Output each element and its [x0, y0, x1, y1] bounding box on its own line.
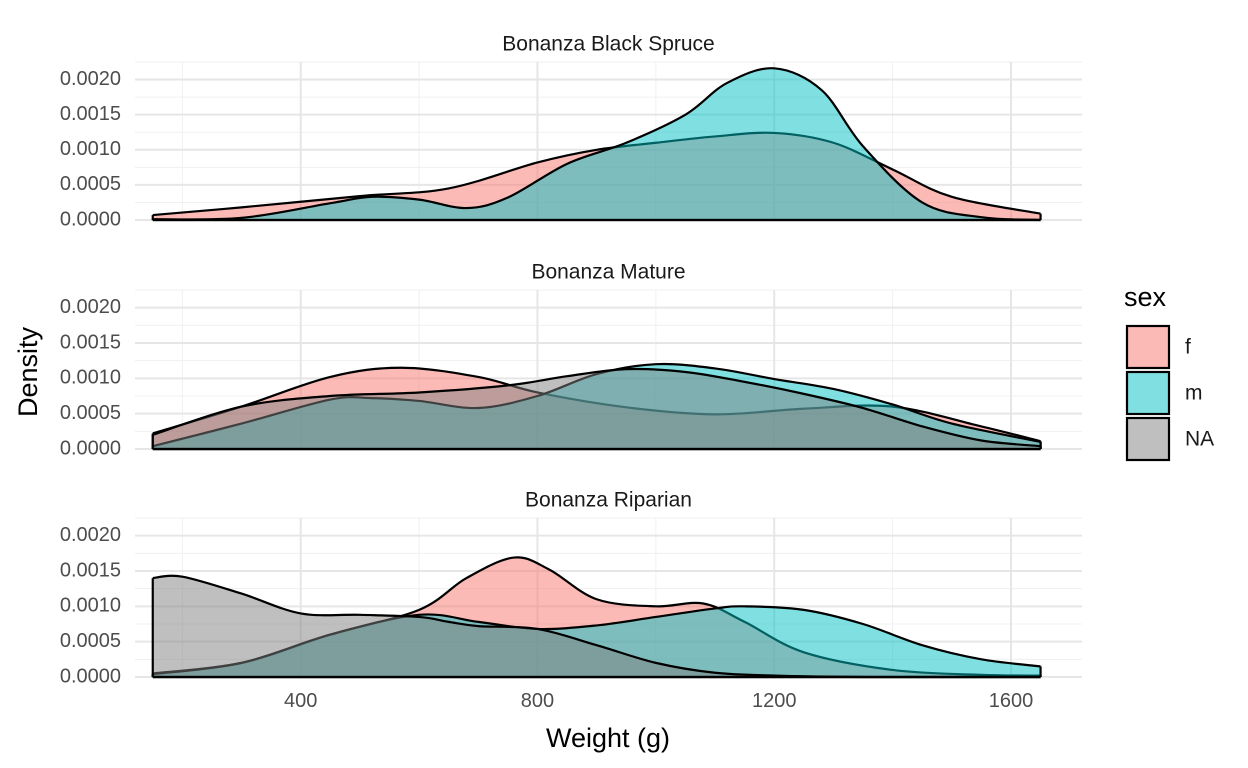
legend-label: NA	[1185, 428, 1214, 451]
y-tick-label: 0.0020	[60, 524, 121, 546]
legend-title: sex	[1124, 282, 1167, 312]
y-axis-title: Density	[13, 326, 43, 417]
y-tick-label: 0.0000	[60, 437, 121, 459]
legend-key-na	[1125, 416, 1171, 462]
facet-panel: Bonanza Black Spruce 0.0000 0.0005 0.0010 0.…	[60, 33, 1082, 230]
y-tick-label: 0.0010	[60, 595, 121, 617]
facet-title: Bonanza Mature	[531, 261, 685, 284]
x-tick-label: 800	[521, 690, 554, 712]
legend-key-m	[1125, 370, 1171, 416]
facet-panel: Bonanza Mature 0.0000 0.0005 0.0010 0.0015 0.…	[60, 261, 1082, 459]
legend: sex fm NA	[1124, 282, 1214, 462]
facet-title: Bonanza Riparian	[525, 489, 692, 512]
y-tick-label: 0.0010	[60, 367, 121, 389]
legend-label: m	[1185, 382, 1203, 405]
density-area-m	[152, 68, 1041, 220]
y-tick-label: 0.0000	[60, 208, 121, 230]
x-axis-title: Weight (g)	[546, 723, 670, 753]
legend-key-f	[1125, 324, 1171, 370]
density-area-na	[152, 368, 1041, 449]
density-area-na	[152, 575, 1041, 678]
facet-title: Bonanza Black Spruce	[502, 33, 714, 56]
facet-panel: Bonanza Riparian 0.0000 0.0005 0.0010 0.0015…	[60, 489, 1082, 687]
y-tick-label: 0.0015	[60, 331, 121, 353]
legend-label: f	[1185, 336, 1191, 359]
y-tick-label: 0.0015	[60, 103, 121, 125]
facets-layer: Bonanza Black Spruce 0.0000 0.0005 0.0010 0.…	[60, 33, 1082, 712]
y-tick-label: 0.0010	[60, 138, 121, 160]
y-tick-label: 0.0005	[60, 630, 121, 652]
density-line-na	[152, 367, 1041, 448]
x-tick-label: 1600	[989, 690, 1034, 712]
x-tick-label: 1200	[752, 690, 797, 712]
y-tick-label: 0.0000	[60, 665, 121, 687]
y-tick-label: 0.0020	[60, 68, 121, 90]
density-line-m	[152, 67, 1041, 222]
x-tick-label: 400	[284, 690, 317, 712]
y-tick-label: 0.0020	[60, 296, 121, 318]
y-tick-label: 0.0015	[60, 559, 121, 581]
y-tick-label: 0.0005	[60, 173, 121, 195]
y-tick-label: 0.0005	[60, 402, 121, 424]
